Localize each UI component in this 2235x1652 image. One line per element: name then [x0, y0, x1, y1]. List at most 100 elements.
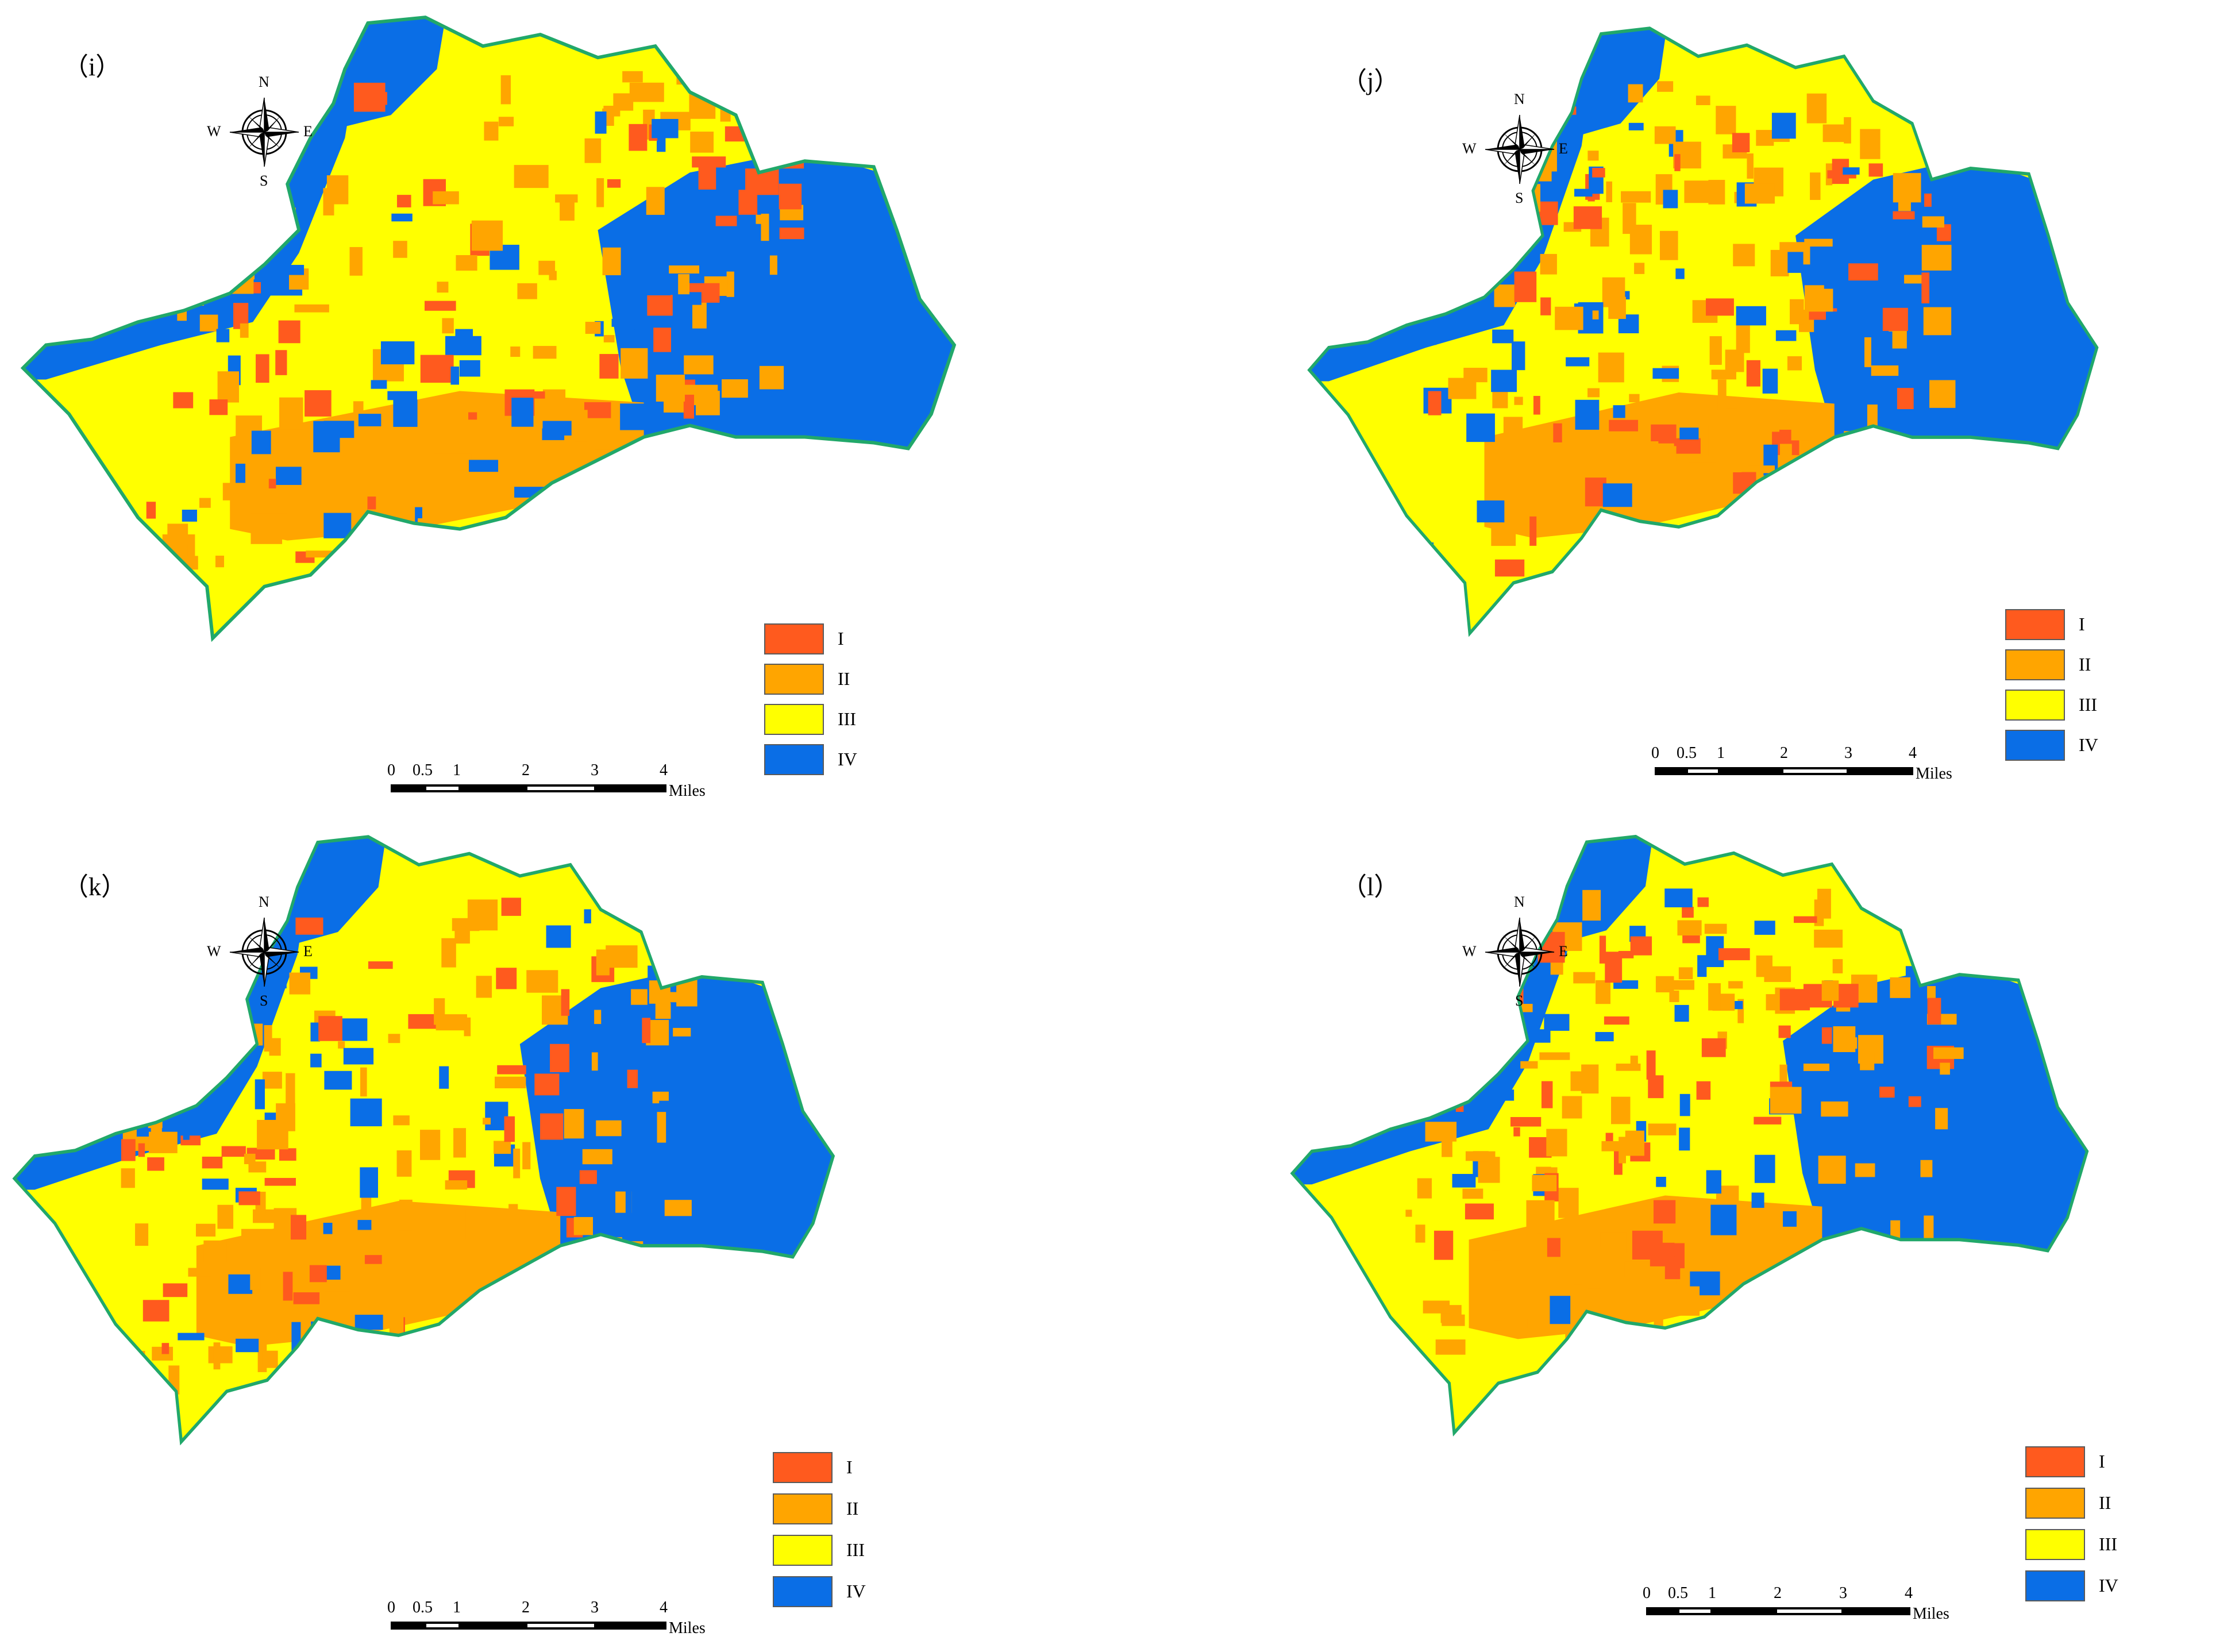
scale-tick: 0.5: [413, 761, 433, 779]
legend-label: III: [838, 708, 856, 729]
legend-swatch: [2005, 690, 2065, 721]
compass-e: E: [303, 123, 313, 140]
legend-label: I: [846, 1457, 853, 1477]
compass-s: S: [260, 992, 268, 1009]
legend-swatch: [764, 744, 824, 775]
legend-label: I: [2079, 614, 2085, 634]
panel-label: （j）: [1342, 67, 1400, 95]
compass-s: S: [1515, 992, 1524, 1009]
scale-units: Miles: [669, 782, 706, 800]
legend-swatch: [764, 704, 824, 735]
legend-label: III: [2079, 694, 2097, 715]
legend-label: II: [2099, 1492, 2111, 1513]
scale-tick: 0: [387, 1599, 395, 1616]
scale-bar-graphic: [1655, 767, 1913, 775]
legend-swatch: [2005, 730, 2065, 761]
legend-swatch: [773, 1535, 833, 1566]
legend-swatch: [2025, 1570, 2085, 1601]
compass-rose-icon: [1485, 917, 1555, 987]
scale-tick: 2: [522, 761, 530, 779]
scale-bar: 0 0.5 1 2 3 4 Miles: [1643, 1584, 1991, 1624]
compass-n: N: [1514, 894, 1525, 910]
legend-swatch: [764, 664, 824, 695]
panel-label: （k）: [63, 873, 126, 901]
legend-label: III: [2099, 1534, 2117, 1554]
scale-tick: 0: [1643, 1584, 1651, 1602]
scale-tick: 1: [453, 761, 461, 779]
scale-tick: 2: [1774, 1584, 1782, 1602]
compass-n: N: [1514, 91, 1525, 107]
scale-bar-graphic: [1646, 1607, 1910, 1615]
scale-tick: 1: [1717, 744, 1725, 762]
map-panel-j: （j） N S E W I II III IV 0 0.5 1 2 3 4: [1118, 0, 2235, 826]
scale-bar-graphic: [391, 784, 666, 792]
scale-units: Miles: [669, 1619, 706, 1637]
legend: I II III IV: [773, 1452, 888, 1613]
legend-swatch: [773, 1493, 833, 1524]
scale-tick: 4: [660, 1599, 668, 1616]
compass: N S E W: [1462, 91, 1568, 206]
legend-label: II: [838, 668, 850, 689]
map-panel-l: （l） N S E W I II III IV 0 0.5 1 2 3 4: [1118, 826, 2235, 1652]
scale-tick: 0.5: [413, 1599, 433, 1616]
compass-w: W: [207, 123, 221, 140]
scale-tick: 3: [591, 761, 599, 779]
legend-swatch: [773, 1576, 833, 1607]
compass-n: N: [259, 74, 269, 90]
compass-rose-icon: [229, 97, 299, 167]
compass-s: S: [1515, 190, 1524, 206]
legend-label: IV: [846, 1581, 866, 1601]
scale-tick: 0: [1651, 744, 1659, 762]
scale-tick: 0.5: [1668, 1584, 1688, 1602]
scale-bar: 0 0.5 1 2 3 4 Miles: [387, 1599, 735, 1639]
map-panel-i: （i） N S E W I II III IV 0 0.5 1 2 3 4: [0, 0, 1118, 826]
legend-swatch: [764, 623, 824, 654]
scale-tick: 4: [1909, 744, 1917, 762]
legend: I II III IV: [764, 623, 879, 784]
legend-label: IV: [2099, 1575, 2118, 1596]
scale-tick: 1: [453, 1599, 461, 1616]
legend-swatch: [2025, 1488, 2085, 1519]
legend-label: IV: [2079, 734, 2098, 755]
scale-units: Miles: [1913, 1605, 1949, 1623]
compass-e: E: [303, 943, 313, 960]
scale-tick: 4: [1905, 1584, 1913, 1602]
compass: N S E W: [207, 74, 313, 189]
legend-swatch: [2005, 649, 2065, 680]
scale-tick: 3: [1839, 1584, 1847, 1602]
compass-e: E: [1559, 140, 1568, 157]
panel-label: （l）: [1342, 873, 1400, 901]
legend-swatch: [2025, 1529, 2085, 1560]
scale-tick: 2: [522, 1599, 530, 1616]
scale-tick: 0.5: [1677, 744, 1697, 762]
scale-tick: 2: [1780, 744, 1788, 762]
scale-tick: 1: [1708, 1584, 1716, 1602]
compass-w: W: [207, 943, 221, 960]
suitability-map: [1290, 11, 2235, 816]
scale-bar-graphic: [391, 1622, 666, 1630]
scale-tick: 3: [1844, 744, 1852, 762]
map-panel-k: （k） N S E W I II III IV 0 0.5 1 2 3 4: [0, 826, 1118, 1652]
legend-label: I: [2099, 1451, 2105, 1472]
legend-label: I: [838, 628, 844, 649]
scale-bar: 0 0.5 1 2 3 4 Miles: [387, 761, 735, 802]
legend-label: II: [2079, 654, 2091, 675]
scale-tick: 4: [660, 761, 668, 779]
compass-w: W: [1462, 943, 1477, 960]
legend-label: III: [846, 1539, 865, 1560]
scale-bar: 0 0.5 1 2 3 4 Miles: [1651, 744, 1999, 784]
scale-tick: 0: [387, 761, 395, 779]
legend: I II III IV: [2005, 609, 2120, 770]
panel-label: （i）: [63, 53, 121, 81]
compass-n: N: [259, 894, 269, 910]
suitability-map: [0, 820, 977, 1624]
legend-swatch: [2025, 1446, 2085, 1477]
compass-rose-icon: [229, 917, 299, 987]
suitability-map: [1273, 820, 2226, 1613]
legend: I II III IV: [2025, 1446, 2140, 1607]
compass-rose-icon: [1485, 114, 1555, 184]
compass: N S E W: [207, 894, 313, 1009]
compass-s: S: [260, 172, 268, 189]
scale-units: Miles: [1916, 765, 1952, 783]
compass-w: W: [1462, 140, 1477, 157]
